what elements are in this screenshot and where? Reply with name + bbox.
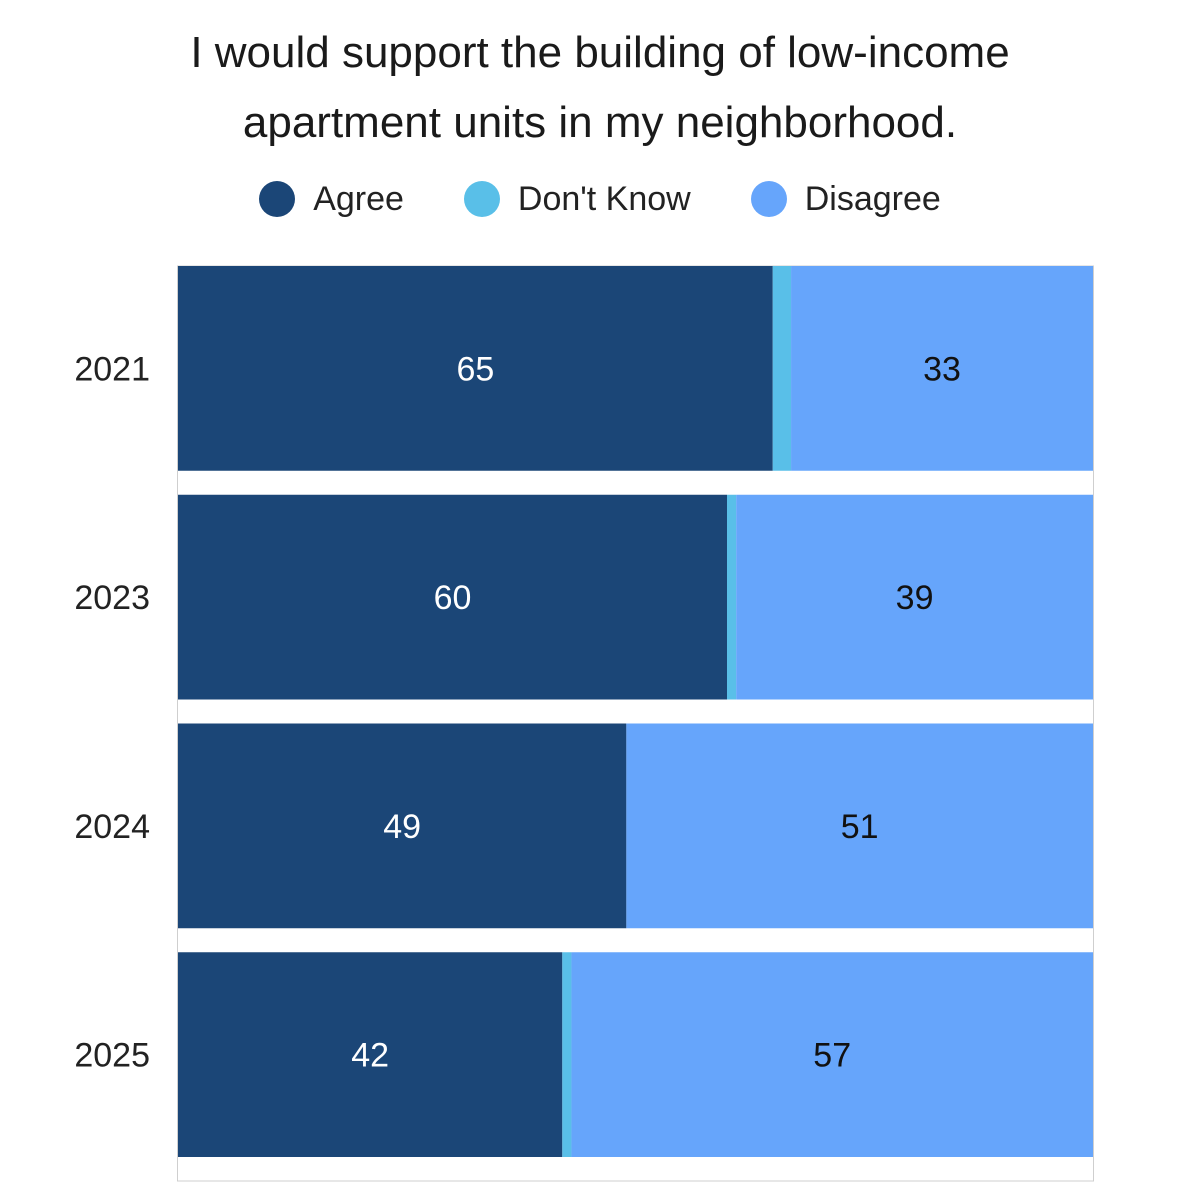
bar-don-t-know-2021 (772, 266, 792, 471)
legend-label-dont-know: Don't Know (517, 179, 691, 218)
category-label-2023: 2023 (74, 579, 150, 617)
legend-swatch-disagree (750, 181, 787, 217)
chart-title-line-2: apartment units in my neighborhood. (242, 98, 958, 147)
data-label-disagree-2024: 51 (841, 808, 879, 846)
bar-don-t-know-2025 (562, 952, 572, 1157)
legend-item-agree: Agree (259, 180, 404, 219)
legend-swatch-agree (259, 181, 296, 217)
bar-agree-2024 (178, 723, 627, 929)
legend-item-dont-know: Don't Know (463, 179, 691, 219)
chart-title: I would support the building of low-inco… (0, 18, 1200, 158)
category-label-2024: 2024 (74, 808, 150, 846)
bar-agree-2025 (178, 952, 563, 1157)
data-label-agree-2021: 65 (456, 350, 494, 388)
data-label-agree-2025: 42 (351, 1037, 389, 1075)
category-label-2021: 2021 (74, 350, 150, 388)
bar-don-t-know-2023 (727, 494, 737, 700)
legend-label-agree: Agree (313, 179, 404, 218)
legend-item-disagree: Disagree (750, 179, 941, 219)
data-label-disagree-2025: 57 (813, 1037, 851, 1075)
bar-disagree-2021 (791, 266, 1093, 471)
data-label-disagree-2023: 39 (896, 579, 934, 617)
data-label-agree-2024: 49 (383, 808, 421, 846)
bar-disagree-2024 (626, 723, 1093, 929)
data-label-disagree-2021: 33 (923, 350, 961, 388)
bar-disagree-2025 (571, 952, 1093, 1157)
legend-swatch-dont-know (463, 181, 500, 217)
bar-agree-2023 (178, 494, 727, 700)
chart-legend: Agree Don't Know Disagree (0, 172, 1200, 226)
data-label-agree-2023: 60 (434, 579, 472, 617)
bar-agree-2021 (178, 266, 773, 471)
bar-disagree-2023 (736, 494, 1093, 700)
chart-title-line-1: I would support the building of low-inco… (190, 28, 1010, 77)
legend-label-disagree: Disagree (804, 179, 941, 218)
category-label-2025: 2025 (74, 1037, 150, 1075)
